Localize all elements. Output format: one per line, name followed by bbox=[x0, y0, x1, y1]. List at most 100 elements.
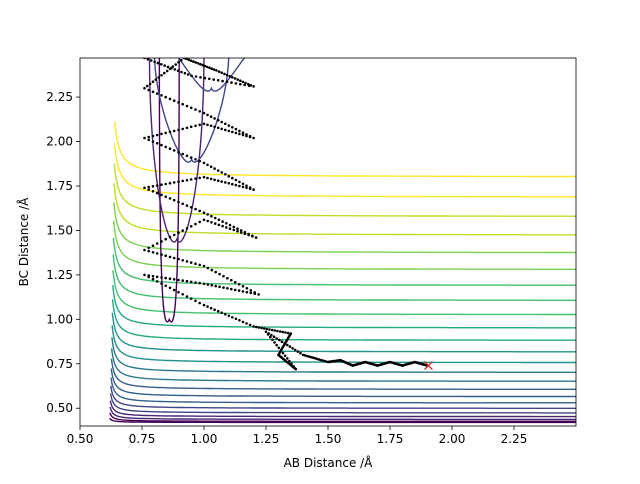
trajectory-point bbox=[216, 169, 220, 172]
trajectory-point bbox=[155, 191, 159, 195]
trajectory-point bbox=[166, 65, 170, 69]
contour-level bbox=[110, 377, 576, 404]
trajectory-point bbox=[164, 95, 167, 99]
trajectory-point bbox=[181, 259, 184, 262]
trajectory-point bbox=[247, 82, 250, 86]
trajectory-point bbox=[177, 180, 180, 183]
trajectory-point bbox=[247, 233, 250, 237]
contour-lines bbox=[109, 58, 576, 424]
trajectory-point bbox=[151, 277, 155, 281]
trajectory-point bbox=[185, 126, 189, 130]
trajectory-point bbox=[257, 293, 260, 296]
trajectory-point bbox=[237, 289, 241, 292]
trajectory-point bbox=[234, 178, 238, 182]
trajectory-point bbox=[189, 125, 193, 129]
trajectory-point bbox=[228, 223, 232, 227]
contour-level bbox=[113, 183, 576, 236]
trajectory-point bbox=[194, 75, 198, 78]
trajectory-point bbox=[151, 274, 155, 278]
trajectory-point bbox=[164, 195, 167, 198]
trajectory-point bbox=[181, 152, 184, 156]
trajectory-point bbox=[189, 156, 193, 159]
trajectory-point bbox=[265, 327, 269, 331]
trajectory-point bbox=[239, 231, 243, 234]
x-tick-label: 2.25 bbox=[501, 432, 528, 446]
trajectory-point bbox=[149, 59, 153, 62]
trajectory-point bbox=[147, 275, 150, 279]
contour-level bbox=[109, 417, 576, 424]
trajectory-point bbox=[194, 262, 197, 266]
trajectory-point bbox=[268, 328, 271, 331]
trajectory-point bbox=[237, 283, 241, 286]
trajectory-point bbox=[185, 154, 189, 158]
trajectory-point bbox=[160, 193, 163, 197]
contour-level bbox=[110, 368, 576, 398]
trajectory-point bbox=[210, 221, 213, 224]
trajectory-point bbox=[154, 78, 158, 81]
trajectory-point bbox=[236, 78, 239, 81]
trajectory-point bbox=[217, 70, 221, 73]
trajectory-point bbox=[194, 207, 197, 211]
trajectory-point bbox=[213, 308, 216, 312]
trajectory-point bbox=[210, 67, 214, 70]
trajectory-point bbox=[198, 281, 201, 285]
trajectory-point bbox=[147, 88, 150, 92]
trajectory-point bbox=[194, 177, 197, 180]
trajectory-point bbox=[185, 227, 189, 230]
trajectory-point bbox=[224, 122, 227, 126]
trajectory-point bbox=[214, 270, 217, 274]
trajectory-point bbox=[253, 292, 256, 296]
trajectory-point bbox=[233, 77, 237, 80]
trajectory-point bbox=[213, 167, 216, 170]
trajectory-point bbox=[231, 182, 234, 186]
contour-level bbox=[112, 254, 576, 301]
trajectory-point bbox=[160, 132, 163, 136]
trajectory-point bbox=[267, 332, 271, 335]
trajectory-point bbox=[164, 131, 167, 135]
trajectory-point bbox=[155, 280, 159, 283]
trajectory-point bbox=[286, 331, 290, 335]
trajectory-point bbox=[249, 84, 253, 87]
trajectory-point bbox=[199, 62, 202, 66]
trajectory-point bbox=[245, 134, 248, 138]
trajectory-point bbox=[209, 177, 213, 181]
x-tick-label: 1.25 bbox=[253, 432, 280, 446]
trajectory-point bbox=[177, 290, 180, 294]
trajectory-point bbox=[164, 276, 167, 280]
end-marker bbox=[423, 361, 433, 371]
trajectory-point bbox=[147, 246, 150, 250]
trajectory-point bbox=[189, 261, 193, 264]
trajectory-point bbox=[220, 71, 223, 74]
trajectory-point bbox=[198, 176, 201, 180]
trajectory-point bbox=[177, 231, 180, 234]
contour-level bbox=[153, 58, 230, 163]
trajectory-point bbox=[245, 186, 248, 190]
trajectory-point bbox=[286, 357, 289, 360]
trajectory-point bbox=[203, 64, 207, 68]
trajectory-point bbox=[217, 218, 221, 222]
trajectory-point bbox=[221, 79, 224, 83]
trajectory-point bbox=[173, 68, 177, 71]
trajectory-point bbox=[283, 342, 286, 345]
trajectory-point bbox=[189, 59, 193, 62]
trajectory-point bbox=[232, 225, 236, 229]
trajectory-point bbox=[143, 273, 146, 277]
y-tick-label: 2.00 bbox=[46, 135, 73, 149]
trajectory-point bbox=[236, 229, 239, 233]
trajectory-point bbox=[224, 128, 227, 132]
trajectory-point bbox=[234, 131, 238, 135]
trajectory-point bbox=[181, 279, 184, 282]
trajectory-point bbox=[244, 81, 247, 85]
trajectory-point bbox=[224, 313, 227, 316]
trajectory-point bbox=[172, 198, 176, 202]
trajectory-point bbox=[151, 90, 155, 94]
trajectory-point bbox=[192, 60, 195, 63]
trajectory-point bbox=[185, 279, 189, 283]
trajectory-point bbox=[151, 244, 155, 247]
trajectory-point bbox=[165, 69, 169, 73]
trajectory-point bbox=[210, 268, 214, 272]
trajectory-point bbox=[206, 266, 210, 270]
contour-level bbox=[111, 325, 576, 364]
trajectory-point bbox=[168, 235, 172, 239]
x-tick-label: 1.00 bbox=[191, 432, 218, 446]
